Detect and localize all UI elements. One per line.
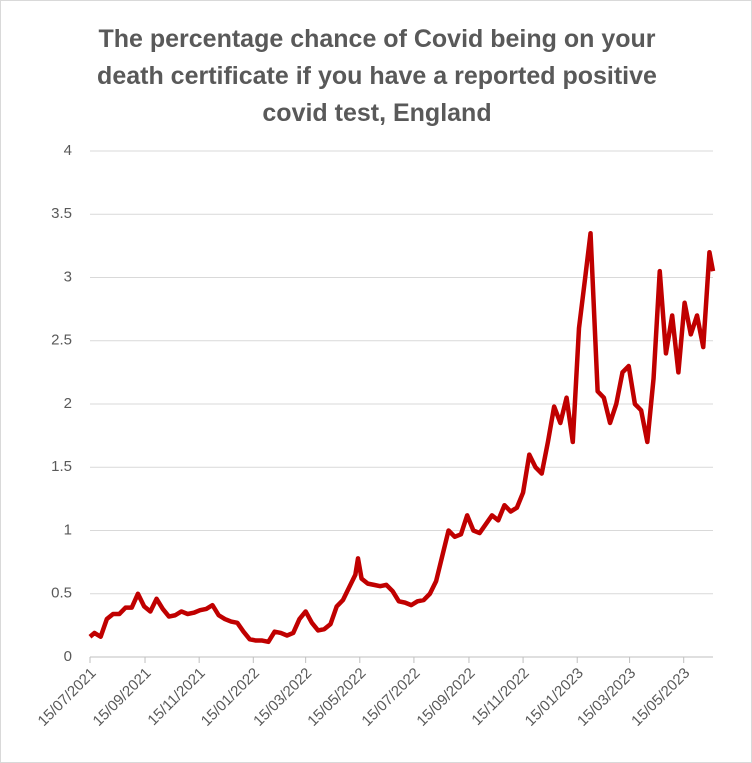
y-tick-label: 3 xyxy=(64,268,72,285)
x-tick-label: 15/07/2021 xyxy=(35,665,100,730)
y-tick-label: 4 xyxy=(64,142,72,159)
chart-title: The percentage chance of Covid being on … xyxy=(97,25,657,127)
y-tick-label: 1 xyxy=(64,521,72,538)
data-line xyxy=(88,230,716,645)
y-tick-label: 2 xyxy=(64,395,72,412)
y-tick-label: 1.5 xyxy=(51,458,72,475)
y-tick-label: 2.5 xyxy=(51,332,72,349)
y-tick-label: 0 xyxy=(64,648,72,665)
x-tick-label: 15/07/2022 xyxy=(358,665,423,730)
x-tick-label: 15/09/2022 xyxy=(413,665,478,730)
x-tick-label: 15/05/2023 xyxy=(628,665,693,730)
y-tick-label: 3.5 xyxy=(51,205,72,222)
y-tick-label: 0.5 xyxy=(51,585,72,602)
x-tick-label: 15/09/2021 xyxy=(90,665,155,730)
